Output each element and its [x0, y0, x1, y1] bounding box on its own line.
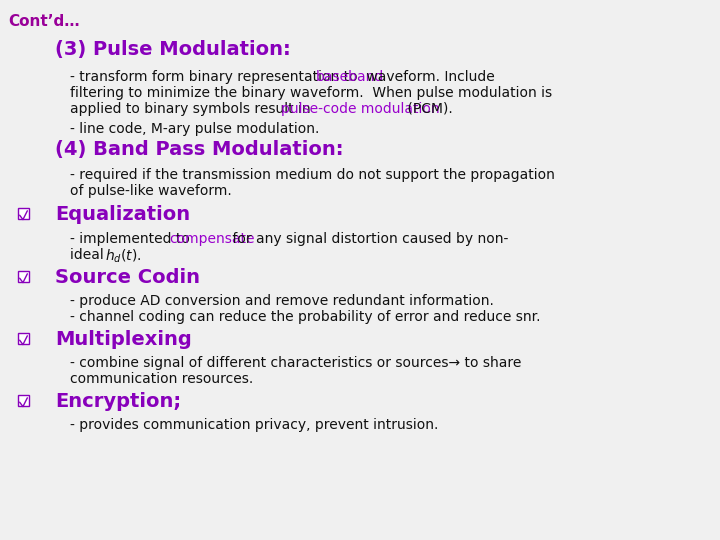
Text: - produce AD conversion and remove redundant information.: - produce AD conversion and remove redun…: [70, 294, 494, 308]
Text: Encryption;: Encryption;: [55, 392, 181, 411]
Text: ideal: ideal: [70, 248, 108, 262]
Text: filtering to minimize the binary waveform.  When pulse modulation is: filtering to minimize the binary wavefor…: [70, 86, 552, 100]
Bar: [18, 207, 29, 219]
Text: Cont’d…: Cont’d…: [8, 14, 80, 29]
Text: (4) Band Pass Modulation:: (4) Band Pass Modulation:: [55, 140, 343, 159]
Text: - transform form binary representation to: - transform form binary representation t…: [70, 70, 362, 84]
Text: - implemented to: - implemented to: [70, 232, 194, 246]
Text: for any signal distortion caused by non-: for any signal distortion caused by non-: [228, 232, 508, 246]
Text: - required if the transmission medium do not support the propagation: - required if the transmission medium do…: [70, 168, 555, 182]
Text: - line code, M-ary pulse modulation.: - line code, M-ary pulse modulation.: [70, 122, 320, 136]
Text: compensate: compensate: [169, 232, 255, 246]
Bar: [18, 333, 29, 343]
Text: - provides communication privacy, prevent intrusion.: - provides communication privacy, preven…: [70, 418, 438, 432]
Text: (PCM).: (PCM).: [403, 102, 453, 116]
Text: - channel coding can reduce the probability of error and reduce snr.: - channel coding can reduce the probabil…: [70, 310, 541, 324]
Text: Source Codin: Source Codin: [55, 268, 200, 287]
Text: of pulse-like waveform.: of pulse-like waveform.: [70, 184, 232, 198]
Bar: [18, 395, 29, 406]
Text: baseband: baseband: [315, 70, 384, 84]
Text: waveform. Include: waveform. Include: [362, 70, 495, 84]
Text: Multiplexing: Multiplexing: [55, 330, 192, 349]
Text: - combine signal of different characteristics or sources→ to share: - combine signal of different characteri…: [70, 356, 521, 370]
Text: $h_d(t).$: $h_d(t).$: [105, 248, 142, 265]
Text: Equalization: Equalization: [55, 205, 190, 224]
Bar: [18, 271, 29, 281]
Text: pulse-code modulation: pulse-code modulation: [281, 102, 439, 116]
Text: communication resources.: communication resources.: [70, 372, 253, 386]
Text: applied to binary symbols result in: applied to binary symbols result in: [70, 102, 315, 116]
Text: (3) Pulse Modulation:: (3) Pulse Modulation:: [55, 40, 291, 59]
